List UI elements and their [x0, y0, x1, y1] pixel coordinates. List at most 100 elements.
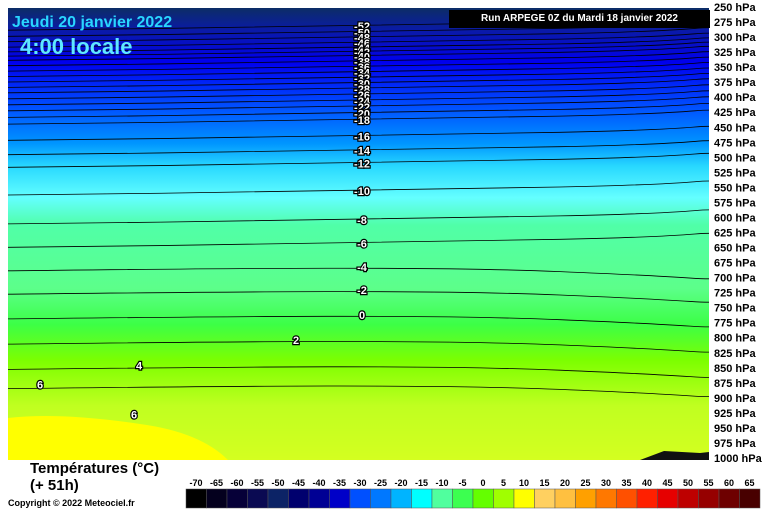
- isotherm-line: [7, 51, 710, 67]
- isotherm-label: -12: [354, 158, 370, 170]
- isotherm-line: [7, 267, 710, 280]
- colorbar-swatch: [595, 488, 617, 509]
- pressure-tick-label: 850 hPa: [714, 363, 756, 375]
- colorbar-tick-label: -40: [312, 478, 325, 488]
- isotherm-line: [7, 45, 710, 61]
- copyright: Copyright © 2022 Meteociel.fr: [8, 498, 135, 508]
- isotherm-label: 6: [37, 380, 43, 392]
- isotherm-label: -10: [354, 186, 370, 198]
- colorbar-tick-label: 60: [724, 478, 734, 488]
- isotherm-label: -24: [354, 96, 371, 108]
- colorbar-tick-label: 15: [539, 478, 549, 488]
- pressure-tick-label: 500 hPa: [714, 152, 756, 164]
- isotherm-line: [7, 366, 710, 378]
- isotherm-line: [7, 56, 710, 72]
- colorbar-swatch: [718, 488, 740, 509]
- pressure-tick-label: 675 hPa: [714, 258, 756, 270]
- colorbar-swatch: [308, 488, 330, 509]
- isotherm-line: [7, 90, 710, 106]
- colorbar-tick-label: 5: [501, 478, 506, 488]
- pressure-tick-label: 575 hPa: [714, 197, 756, 209]
- colorbar-swatch: [472, 488, 494, 509]
- isotherm-label: -52: [354, 21, 370, 33]
- colorbar-tick-label: -65: [210, 478, 223, 488]
- colorbar-swatch: [575, 488, 597, 509]
- pressure-tick-label: 625 hPa: [714, 228, 756, 240]
- colorbar-tick-label: -20: [394, 478, 407, 488]
- isotherm-lines: [7, 15, 710, 397]
- pressure-tick-label: 800 hPa: [714, 333, 756, 345]
- colorbar-tick-label: -60: [230, 478, 243, 488]
- colorbar-swatch: [534, 488, 556, 509]
- isotherm-label: 2: [293, 335, 299, 347]
- isotherm-label: -4: [357, 262, 368, 274]
- colorbar-swatch: [677, 488, 699, 509]
- colorbar-swatch: [267, 488, 289, 509]
- isotherm-line: [7, 37, 710, 53]
- isotherm-line: [7, 109, 710, 125]
- colorbar-swatch: [390, 488, 412, 509]
- colorbar-tick-label: -45: [292, 478, 305, 488]
- isotherm-label: -36: [354, 62, 370, 74]
- pressure-tick-label: 975 hPa: [714, 438, 756, 450]
- colorbar-swatch: [247, 488, 269, 509]
- colorbar-tick-label: 30: [601, 478, 611, 488]
- model-run-label: Run ARPEGE 0Z du Mardi 18 janvier 2022: [449, 10, 710, 28]
- pressure-tick-label: 475 hPa: [714, 137, 756, 149]
- colorbar-tick-label: -5: [458, 478, 466, 488]
- colorbar-swatch: [513, 488, 535, 509]
- colorbar-swatch: [657, 488, 679, 509]
- forecast-date: Jeudi 20 janvier 2022: [12, 14, 173, 31]
- pressure-tick-label: 550 hPa: [714, 182, 756, 194]
- pressure-tick-label: 700 hPa: [714, 273, 756, 285]
- isotherm-label: -28: [354, 84, 370, 96]
- pressure-tick-label: 350 hPa: [714, 62, 756, 74]
- isotherm-line: [7, 41, 710, 57]
- colorbar-swatch: [370, 488, 392, 509]
- isotherm-label: -30: [354, 78, 370, 90]
- isotherm-label: -14: [354, 146, 371, 158]
- isotherm-label: -48: [354, 33, 370, 45]
- colorbar-swatch: [206, 488, 228, 509]
- isotherm-line: [7, 73, 710, 88]
- isotherm-line: [7, 103, 710, 118]
- isotherm-label: -34: [354, 68, 371, 80]
- isotherm-line: [7, 27, 710, 43]
- colorbar-tick-label: 45: [662, 478, 672, 488]
- isotherm-label: -20: [354, 108, 370, 120]
- colorbar-tick-label: 50: [683, 478, 693, 488]
- colorbar-tick-label: 20: [560, 478, 570, 488]
- colorbar-swatch: [493, 488, 515, 509]
- colorbar-swatch: [698, 488, 720, 509]
- colorbar-swatch: [431, 488, 453, 509]
- colorbar-swatch: [554, 488, 576, 509]
- isotherm-label: -2: [357, 285, 367, 297]
- forecast-step: (+ 51h): [30, 477, 79, 494]
- isotherm-line: [7, 125, 710, 141]
- isotherm-labels: -52-50-48-46-44-42-40-38-36-34-32-30-28-…: [36, 20, 372, 423]
- pressure-tick-label: 325 hPa: [714, 47, 756, 59]
- isotherm-label: -18: [354, 115, 370, 127]
- colorbar-swatch: [329, 488, 351, 509]
- terrain-shadow: [640, 451, 709, 460]
- pressure-tick-label: 450 hPa: [714, 122, 756, 134]
- isotherm-label: -50: [354, 27, 370, 39]
- pressure-tick-label: 275 hPa: [714, 17, 756, 29]
- colorbar-tick-label: -70: [189, 478, 202, 488]
- pressure-tick-label: 525 hPa: [714, 167, 756, 179]
- plot-background: [8, 8, 709, 460]
- pressure-tick-label: 400 hPa: [714, 92, 756, 104]
- colorbar-tick-label: -10: [435, 478, 448, 488]
- colorbar-tick-label: 10: [519, 478, 529, 488]
- isotherm-label: -8: [357, 215, 367, 227]
- chart-title: Températures (°C): [30, 460, 160, 477]
- isotherm-label: -26: [354, 90, 370, 102]
- isotherm-line: [7, 32, 710, 48]
- isotherm-line: [7, 232, 710, 248]
- colorbar-swatch: [185, 488, 207, 509]
- isotherm-line: [7, 315, 710, 328]
- colorbar-swatch: [739, 488, 761, 509]
- colorbar-tick-label: 65: [744, 478, 754, 488]
- pressure-tick-label: 900 hPa: [714, 393, 756, 405]
